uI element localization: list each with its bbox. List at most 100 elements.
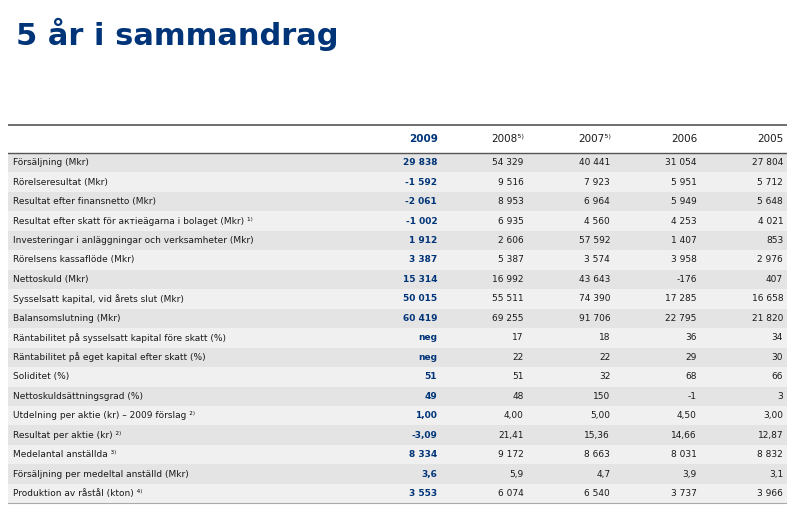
Text: 3 553: 3 553 bbox=[409, 489, 437, 498]
Text: 3,6: 3,6 bbox=[421, 470, 437, 479]
Text: 22: 22 bbox=[513, 353, 524, 362]
Text: 6 074: 6 074 bbox=[498, 489, 524, 498]
Bar bbox=[8, 172, 787, 192]
Text: 15 314: 15 314 bbox=[403, 275, 437, 284]
Text: 68: 68 bbox=[685, 373, 696, 381]
Text: Resultat per aktie (kr) ²⁾: Resultat per aktie (kr) ²⁾ bbox=[13, 431, 121, 440]
Text: 2007⁵⁾: 2007⁵⁾ bbox=[578, 134, 611, 144]
Text: 2005: 2005 bbox=[758, 134, 784, 144]
Text: 5,00: 5,00 bbox=[590, 411, 611, 420]
Text: 9 172: 9 172 bbox=[498, 450, 524, 459]
Text: 21 820: 21 820 bbox=[752, 314, 783, 323]
Text: 40 441: 40 441 bbox=[579, 158, 611, 167]
Text: Balansomslutning (Mkr): Balansomslutning (Mkr) bbox=[13, 314, 120, 323]
Text: 17: 17 bbox=[512, 333, 524, 342]
Text: 2006: 2006 bbox=[671, 134, 697, 144]
Text: Resultat efter skatt för aктieägarna i bolaget (Mkr) ¹⁾: Resultat efter skatt för aктieägarna i b… bbox=[13, 217, 252, 225]
Text: 3,00: 3,00 bbox=[763, 411, 783, 420]
Text: 3,1: 3,1 bbox=[769, 470, 783, 479]
Text: 2008⁵⁾: 2008⁵⁾ bbox=[491, 134, 525, 144]
Text: 1 407: 1 407 bbox=[671, 236, 696, 245]
Text: 74 390: 74 390 bbox=[579, 294, 611, 304]
Text: -176: -176 bbox=[677, 275, 696, 284]
Text: 8 031: 8 031 bbox=[671, 450, 696, 459]
Text: 150: 150 bbox=[593, 392, 611, 401]
Text: 2 606: 2 606 bbox=[498, 236, 524, 245]
Bar bbox=[8, 426, 787, 445]
Text: 7 923: 7 923 bbox=[584, 177, 611, 187]
Text: 16 992: 16 992 bbox=[492, 275, 524, 284]
Text: 2009: 2009 bbox=[409, 134, 438, 144]
Text: 6 964: 6 964 bbox=[584, 197, 611, 206]
Text: -2 061: -2 061 bbox=[405, 197, 437, 206]
Text: 5 949: 5 949 bbox=[671, 197, 696, 206]
Text: 55 511: 55 511 bbox=[492, 294, 524, 304]
Text: 51: 51 bbox=[425, 373, 437, 381]
Text: 60 419: 60 419 bbox=[403, 314, 437, 323]
Text: 3 958: 3 958 bbox=[671, 256, 696, 265]
Text: 3 737: 3 737 bbox=[671, 489, 696, 498]
Text: 17 285: 17 285 bbox=[665, 294, 696, 304]
Text: 4 560: 4 560 bbox=[584, 217, 611, 225]
Text: 43 643: 43 643 bbox=[579, 275, 611, 284]
Text: -1: -1 bbox=[688, 392, 696, 401]
Text: neg: neg bbox=[418, 333, 437, 342]
Bar bbox=[8, 445, 787, 464]
Text: 5 648: 5 648 bbox=[758, 197, 783, 206]
Text: 8 832: 8 832 bbox=[758, 450, 783, 459]
Text: 5,9: 5,9 bbox=[510, 470, 524, 479]
Text: 32: 32 bbox=[599, 373, 611, 381]
Text: 1 912: 1 912 bbox=[409, 236, 437, 245]
Text: Rörelseresultat (Mkr): Rörelseresultat (Mkr) bbox=[13, 177, 107, 187]
Text: 3 387: 3 387 bbox=[409, 256, 437, 265]
Text: Räntabilitet på sysselsatt kapital före skatt (%): Räntabilitet på sysselsatt kapital före … bbox=[13, 333, 226, 343]
Bar bbox=[8, 347, 787, 367]
Text: 48: 48 bbox=[512, 392, 524, 401]
Text: Soliditet (%): Soliditet (%) bbox=[13, 373, 69, 381]
Text: 6 935: 6 935 bbox=[498, 217, 524, 225]
Text: 16 658: 16 658 bbox=[751, 294, 783, 304]
Text: 3 966: 3 966 bbox=[758, 489, 783, 498]
Text: 36: 36 bbox=[685, 333, 696, 342]
Text: 29: 29 bbox=[685, 353, 696, 362]
Bar bbox=[8, 367, 787, 386]
Bar bbox=[8, 484, 787, 503]
Text: 91 706: 91 706 bbox=[579, 314, 611, 323]
Text: 14,66: 14,66 bbox=[671, 431, 696, 440]
Text: 5 387: 5 387 bbox=[498, 256, 524, 265]
Text: 69 255: 69 255 bbox=[492, 314, 524, 323]
Text: 3 574: 3 574 bbox=[584, 256, 611, 265]
Text: -3,09: -3,09 bbox=[411, 431, 437, 440]
Text: 50 015: 50 015 bbox=[403, 294, 437, 304]
Text: Resultat efter finansnetto (Mkr): Resultat efter finansnetto (Mkr) bbox=[13, 197, 156, 206]
Text: 1,00: 1,00 bbox=[415, 411, 437, 420]
Text: 57 592: 57 592 bbox=[579, 236, 611, 245]
Text: 5 951: 5 951 bbox=[671, 177, 696, 187]
Bar bbox=[8, 464, 787, 484]
Text: Produktion av råstål (kton) ⁴⁾: Produktion av råstål (kton) ⁴⁾ bbox=[13, 489, 142, 498]
Text: 34: 34 bbox=[772, 333, 783, 342]
Bar bbox=[8, 192, 787, 211]
Text: 407: 407 bbox=[766, 275, 783, 284]
Text: 12,87: 12,87 bbox=[758, 431, 783, 440]
Text: 21,41: 21,41 bbox=[498, 431, 524, 440]
Text: 22 795: 22 795 bbox=[665, 314, 696, 323]
Bar bbox=[8, 153, 787, 172]
Text: 4 253: 4 253 bbox=[671, 217, 696, 225]
Text: 18: 18 bbox=[599, 333, 611, 342]
Text: 4 021: 4 021 bbox=[758, 217, 783, 225]
Text: 29 838: 29 838 bbox=[403, 158, 437, 167]
Text: 30: 30 bbox=[772, 353, 783, 362]
Text: 3,9: 3,9 bbox=[682, 470, 696, 479]
Text: -1 592: -1 592 bbox=[405, 177, 437, 187]
Text: Utdelning per aktie (kr) – 2009 förslag ²⁾: Utdelning per aktie (kr) – 2009 förslag … bbox=[13, 411, 195, 420]
Text: Försäljning per medeltal anställd (Mkr): Försäljning per medeltal anställd (Mkr) bbox=[13, 470, 188, 479]
Text: 22: 22 bbox=[599, 353, 611, 362]
Text: Räntabilitet på eget kapital efter skatt (%): Räntabilitet på eget kapital efter skatt… bbox=[13, 353, 205, 362]
Text: neg: neg bbox=[418, 353, 437, 362]
Text: 5 712: 5 712 bbox=[758, 177, 783, 187]
Text: 8 663: 8 663 bbox=[584, 450, 611, 459]
Text: 853: 853 bbox=[766, 236, 783, 245]
Text: 3: 3 bbox=[778, 392, 783, 401]
Text: 4,50: 4,50 bbox=[677, 411, 696, 420]
